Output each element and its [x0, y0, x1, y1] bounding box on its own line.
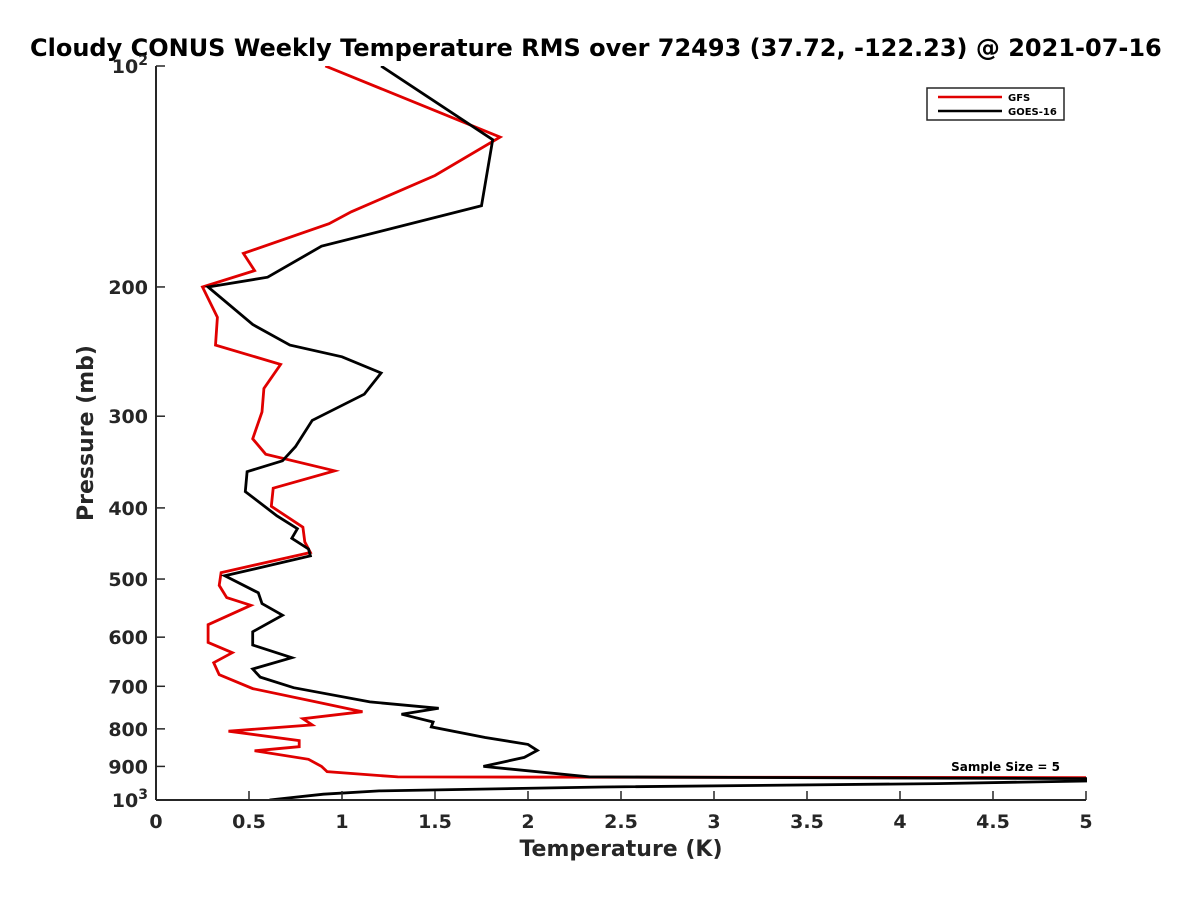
plot-area: [156, 66, 1086, 800]
y-tick-label: 300: [108, 406, 148, 428]
x-tick-label: 5: [1079, 811, 1092, 833]
x-tick-label: 3.5: [790, 811, 824, 833]
x-tick-label: 3: [707, 811, 720, 833]
legend-label-gfs: GFS: [1008, 93, 1030, 104]
x-tick-label: 1: [335, 811, 348, 833]
sample-size-annotation: Sample Size = 5: [951, 760, 1060, 774]
legend-box: [926, 87, 1065, 121]
x-tick-label: 2.5: [604, 811, 638, 833]
y-tick-label: 700: [108, 676, 148, 698]
y-tick-label: 500: [108, 569, 148, 591]
x-tick-label: 0: [149, 811, 162, 833]
legend: GFS GOES-16: [926, 87, 1065, 121]
series-layer: [200, 66, 1087, 800]
y-ticks: 102 200 300 400 500 600 700 800 900 103: [108, 53, 165, 812]
y-axis-label: Pressure (mb): [74, 345, 99, 521]
x-tick-label: 4: [893, 811, 906, 833]
series-line-goes16: [204, 66, 1087, 800]
x-tick-label: 0.5: [232, 811, 266, 833]
y-tick-label: 400: [108, 498, 148, 520]
x-tick-label: 4.5: [976, 811, 1010, 833]
x-tick-label: 1.5: [418, 811, 452, 833]
y-tick-label: 103: [112, 787, 148, 812]
chart-title: Cloudy CONUS Weekly Temperature RMS over…: [30, 34, 1162, 62]
y-tick-label: 600: [108, 627, 148, 649]
x-ticks: 0 0.5 1 1.5 2 2.5 3 3.5 4 4.5 5: [149, 791, 1093, 833]
y-tick-label: 102: [112, 53, 148, 78]
y-tick-label: 800: [108, 719, 148, 741]
x-tick-label: 2: [521, 811, 534, 833]
y-tick-label: 900: [108, 756, 148, 778]
y-tick-label: 200: [108, 277, 148, 299]
legend-label-goes16: GOES-16: [1008, 107, 1057, 118]
series-line-gfs: [200, 66, 1087, 779]
x-axis-label: Temperature (K): [519, 837, 722, 862]
